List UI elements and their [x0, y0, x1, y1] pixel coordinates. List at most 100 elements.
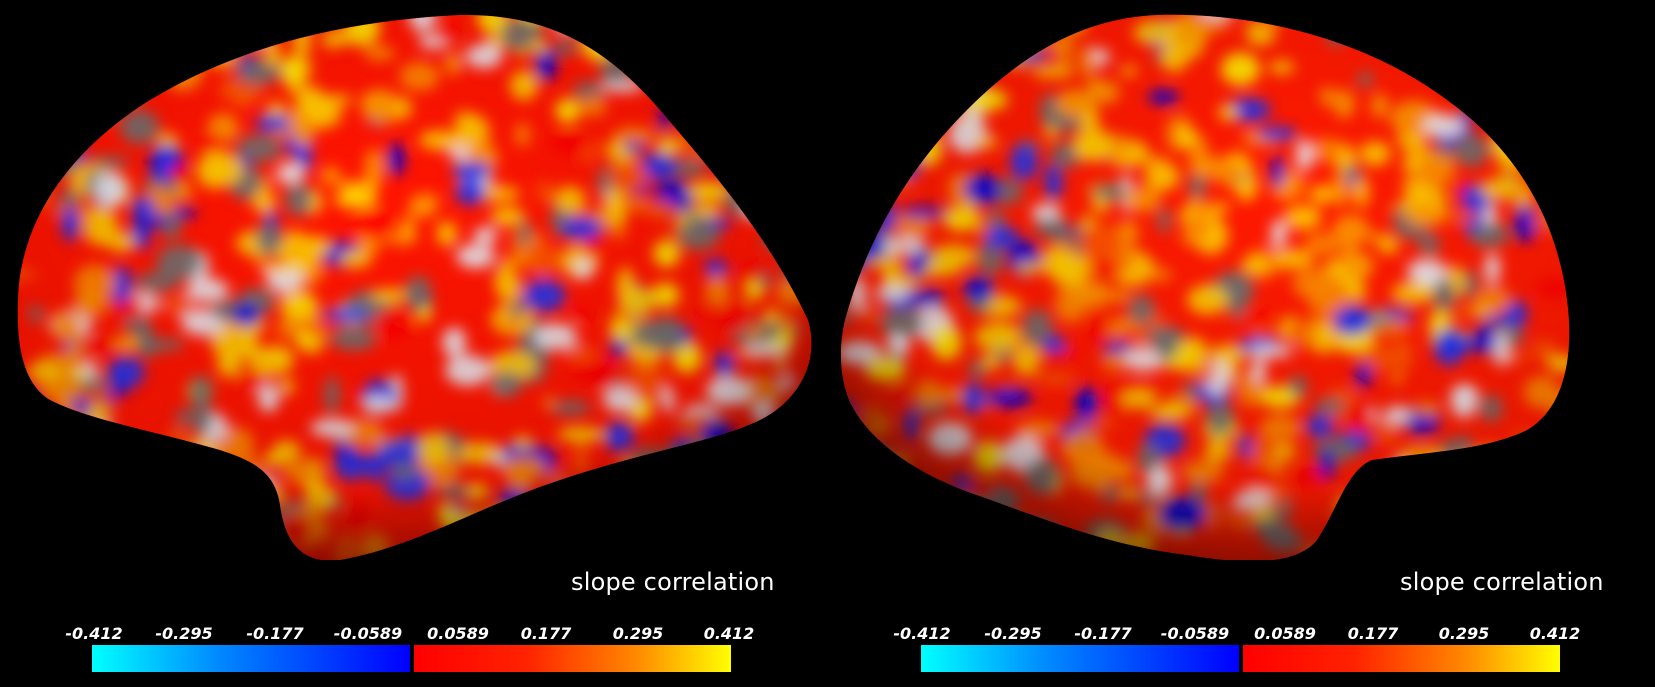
- surface-texture-spot: [952, 20, 969, 42]
- surface-texture-spot: [39, 133, 79, 154]
- surface-texture-spot: [995, 18, 1024, 39]
- surface-texture-spot: [1503, 59, 1536, 86]
- colorbar-negative: [921, 645, 1239, 672]
- surface-texture-spot: [1587, 128, 1600, 148]
- surface-texture-spot: [1479, 14, 1520, 26]
- surface-texture-spot: [664, 444, 681, 483]
- surface-texture-spot: [581, 511, 618, 531]
- surface-texture-spot: [1588, 245, 1635, 281]
- surface-texture-spot: [1301, 546, 1349, 559]
- surface-texture-spot: [18, 112, 48, 132]
- surface-texture-spot: [850, 462, 893, 492]
- surface-texture-spot: [1375, 538, 1423, 560]
- surface-texture-spot: [1452, 14, 1483, 29]
- surface-texture-spot: [1450, 454, 1488, 488]
- surface-texture-spot: [28, 60, 62, 92]
- surface-texture-spot: [1014, 14, 1044, 43]
- surface-texture-spot: [260, 16, 274, 41]
- surface-texture-spot: [253, 528, 289, 556]
- surface-texture-spot: [116, 68, 139, 103]
- surface-texture-spot: [850, 520, 867, 548]
- surface-texture-spot: [17, 160, 30, 186]
- surface-texture-spot: [771, 194, 784, 221]
- surface-texture-spot: [1336, 494, 1359, 522]
- surface-texture-spot: [854, 140, 888, 160]
- surface-texture-spot: [719, 154, 750, 176]
- surface-texture-spot: [766, 121, 806, 138]
- surface-texture-spot: [926, 29, 951, 49]
- surface-texture-spot: [1343, 534, 1390, 555]
- surface-texture-spot: [126, 20, 174, 46]
- surface-texture-spot: [1403, 14, 1438, 26]
- surface-texture-spot: [1615, 148, 1629, 184]
- surface-texture-spot: [725, 112, 766, 144]
- surface-texture-spot: [609, 537, 634, 560]
- surface-texture-spot: [221, 525, 260, 558]
- colorbar-title: slope correlation: [1400, 568, 1604, 596]
- surface-texture-spot: [775, 115, 792, 135]
- surface-texture-spot: [782, 87, 812, 122]
- surface-texture-spot: [64, 463, 111, 475]
- surface-texture-spot: [978, 514, 1016, 534]
- surface-texture-spot: [1475, 14, 1497, 23]
- surface-texture-spot: [1437, 470, 1461, 506]
- surface-texture-spot: [1378, 537, 1393, 560]
- surface-texture-spot: [1469, 51, 1482, 64]
- surface-texture-spot: [49, 534, 84, 551]
- surface-texture-spot: [1627, 204, 1642, 217]
- surface-texture-spot: [131, 500, 151, 535]
- surface-texture-spot: [720, 123, 766, 160]
- surface-texture-spot: [172, 505, 210, 532]
- surface-texture-spot: [559, 483, 577, 498]
- surface-texture-spot: [25, 14, 51, 38]
- surface-texture-spot: [38, 518, 81, 539]
- surface-texture-spot: [99, 32, 122, 56]
- surface-texture-spot: [183, 508, 197, 530]
- surface-texture-spot: [1391, 455, 1416, 484]
- surface-texture-spot: [715, 113, 745, 125]
- surface-texture-spot: [17, 487, 49, 523]
- surface-texture-spot: [52, 459, 81, 489]
- surface-texture-spot: [1618, 413, 1631, 424]
- surface-texture-spot: [1517, 549, 1541, 560]
- surface-texture-spot: [1048, 541, 1070, 555]
- surface-texture-spot: [17, 389, 37, 419]
- surface-texture-spot: [56, 440, 82, 458]
- surface-texture-spot: [700, 14, 732, 26]
- surface-texture-spot: [1593, 202, 1634, 221]
- surface-texture-spot: [879, 39, 915, 50]
- surface-texture-spot: [794, 422, 812, 447]
- surface-texture-spot: [840, 169, 849, 202]
- tick-label: -0.177: [246, 624, 304, 643]
- surface-texture-spot: [201, 498, 227, 519]
- surface-texture-spot: [1448, 519, 1490, 531]
- surface-texture-spot: [1011, 521, 1055, 532]
- surface-texture-spot: [781, 177, 812, 201]
- surface-texture-spot: [1614, 422, 1655, 459]
- surface-texture-spot: [880, 146, 907, 173]
- surface-texture-spot: [1437, 492, 1477, 504]
- surface-texture-spot: [564, 14, 610, 33]
- surface-texture-spot: [592, 14, 614, 18]
- surface-texture-spot: [605, 487, 630, 502]
- surface-texture-spot: [1412, 19, 1457, 41]
- surface-texture-spot: [1587, 530, 1601, 541]
- surface-texture-spot: [674, 461, 707, 499]
- surface-texture-spot: [237, 29, 269, 47]
- right-hemisphere-surface: [840, 14, 1655, 560]
- surface-texture-spot: [565, 517, 596, 546]
- tick-label: -0.0589: [333, 624, 403, 643]
- surface-texture-spot: [82, 88, 117, 122]
- surface-texture-spot: [56, 140, 69, 151]
- surface-texture-spot: [81, 473, 97, 488]
- surface-texture-spot: [296, 14, 311, 31]
- surface-texture-spot: [707, 102, 740, 118]
- surface-texture-spot: [840, 60, 874, 81]
- surface-texture-spot: [1582, 429, 1596, 439]
- surface-texture-spot: [877, 522, 912, 542]
- surface-texture-spot: [740, 33, 765, 65]
- surface-texture-spot: [521, 509, 561, 522]
- surface-texture-spot: [569, 516, 613, 540]
- surface-texture-spot: [854, 131, 887, 160]
- surface-texture-spot: [1472, 473, 1503, 491]
